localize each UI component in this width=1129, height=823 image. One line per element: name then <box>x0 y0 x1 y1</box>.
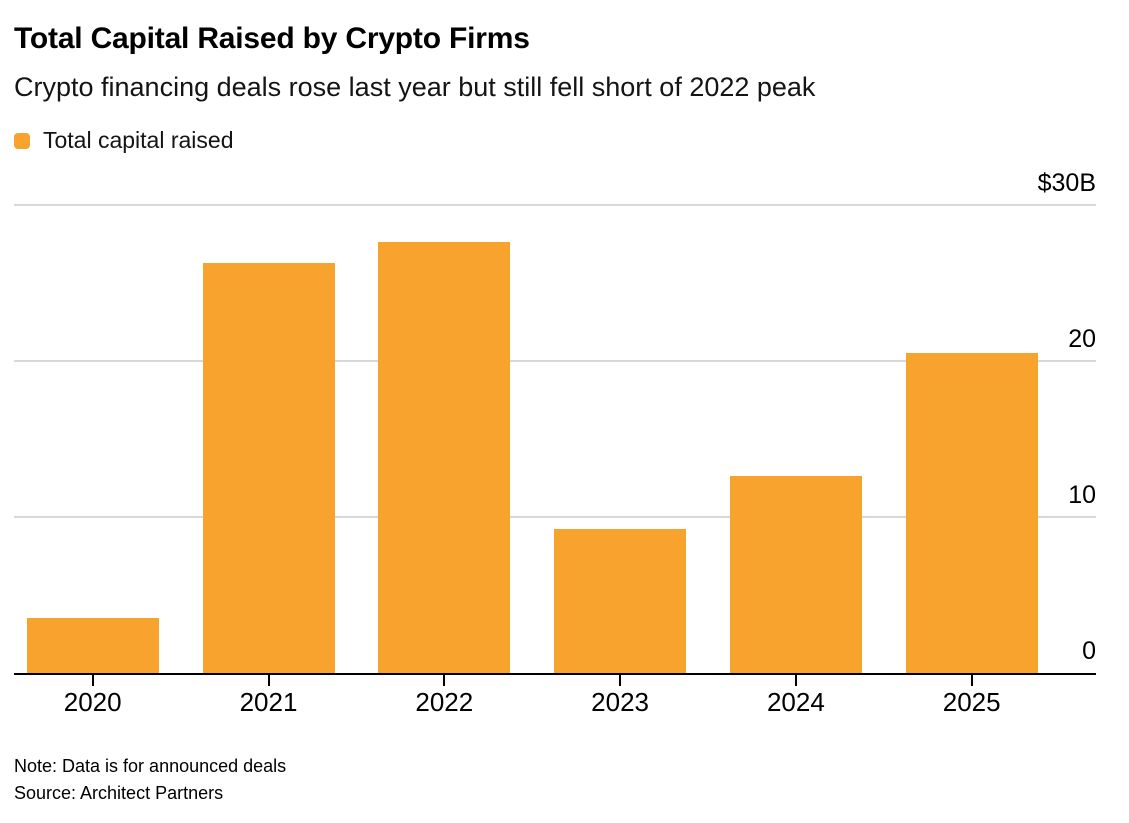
y-tick-label: 10 <box>1068 481 1096 509</box>
legend-swatch-icon <box>14 132 30 149</box>
chart-subtitle: Crypto financing deals rose last year bu… <box>14 72 816 102</box>
x-tick-label-2022: 2022 <box>415 687 474 717</box>
gridline <box>14 204 1096 206</box>
source-text: Source: Architect Partners <box>14 783 224 803</box>
y-tick-label: $30B <box>1037 169 1096 197</box>
plot-area: $30B 20 10 0 <box>14 171 1096 675</box>
bar-2023 <box>554 529 687 673</box>
y-tick-label: 0 <box>1082 637 1096 665</box>
legend: Total capital raised <box>14 127 234 154</box>
x-tick-label-2023: 2023 <box>591 687 650 717</box>
x-axis-tick <box>443 675 446 686</box>
gridline <box>14 516 1096 518</box>
chart-title: Total Capital Raised by Crypto Firms <box>14 22 530 55</box>
x-axis-tick <box>970 675 973 686</box>
gridline <box>14 360 1096 362</box>
x-tick-label-2021: 2021 <box>239 687 298 717</box>
y-tick-label: 20 <box>1068 325 1096 353</box>
note-text: Note: Data is for announced deals <box>14 756 287 776</box>
x-axis-tick <box>267 675 270 686</box>
bar-2020 <box>26 618 159 673</box>
bar-2022 <box>378 242 511 673</box>
x-tick-label-2024: 2024 <box>766 687 825 717</box>
x-tick-label-2020: 2020 <box>63 687 122 717</box>
x-axis-tick <box>91 675 94 686</box>
bar-2024 <box>729 476 862 673</box>
x-axis-tick <box>619 675 622 686</box>
x-tick-label-2025: 2025 <box>942 687 1001 717</box>
x-axis-tick <box>794 675 797 686</box>
bar-2025 <box>905 353 1038 673</box>
legend-label: Total capital raised <box>43 127 234 153</box>
bar-2021 <box>202 262 335 673</box>
